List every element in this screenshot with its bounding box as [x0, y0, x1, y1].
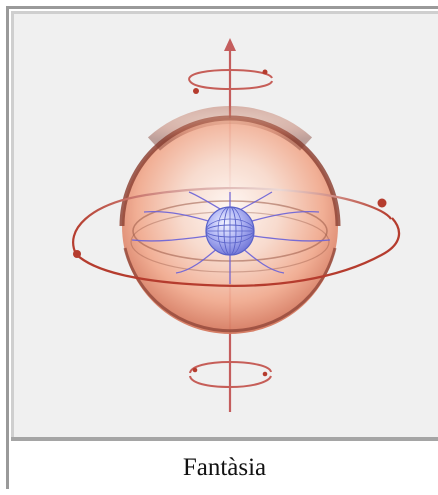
equatorial-orbit: [72, 186, 401, 288]
caption-text: Fantàsia: [182, 454, 267, 481]
panel-divider: [11, 437, 438, 441]
diagram-canvas: [72, 38, 401, 412]
top-rotation-ring: [188, 68, 273, 94]
diagram-panel: [11, 11, 438, 439]
inner-sphere: [205, 206, 255, 256]
bottom-rotation-ring: [189, 360, 272, 389]
